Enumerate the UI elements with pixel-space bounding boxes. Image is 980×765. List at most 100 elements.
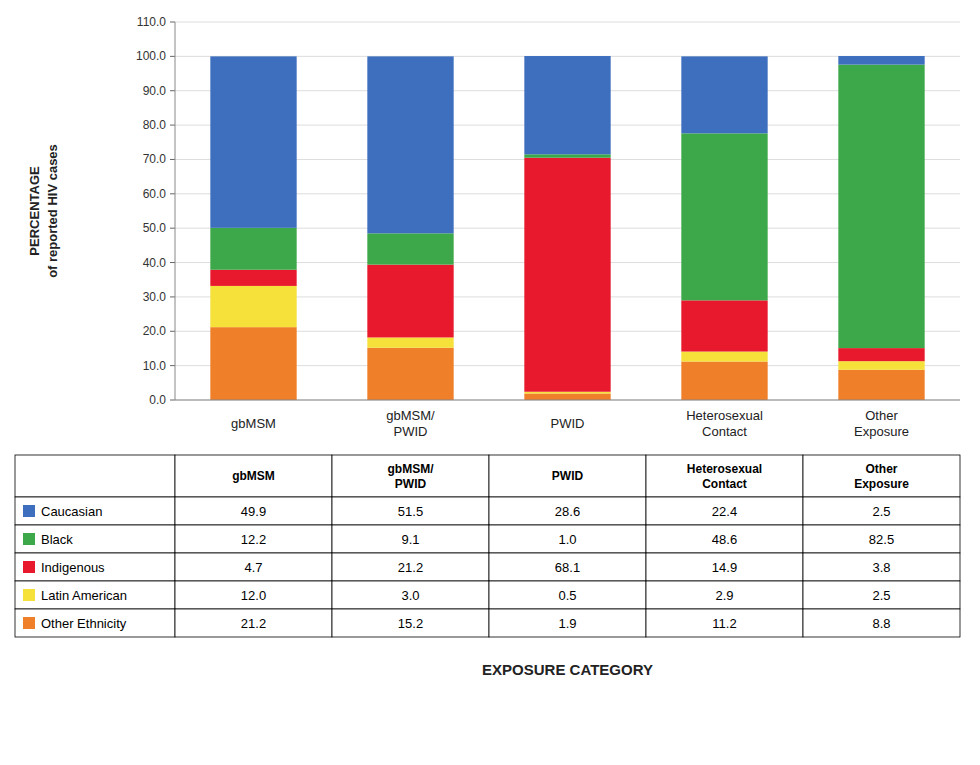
table-value: 3.0 — [401, 588, 419, 603]
tick-label: 20.0 — [143, 324, 167, 338]
tick-label: 10.0 — [143, 359, 167, 373]
legend-label: Latin American — [41, 588, 127, 603]
table-value: 49.9 — [241, 504, 266, 519]
table-value: 51.5 — [398, 504, 423, 519]
legend-label: Other Ethnicity — [41, 616, 127, 631]
tick-mark — [170, 296, 175, 297]
y-axis-line — [175, 22, 176, 400]
table-value: 3.8 — [872, 560, 890, 575]
bar-segment — [367, 337, 453, 347]
bar-segment — [367, 56, 453, 233]
table-value: 1.9 — [558, 616, 576, 631]
bar-segment — [681, 56, 767, 133]
bar-segment — [367, 348, 453, 400]
tick-mark — [170, 228, 175, 229]
bar-segment — [210, 286, 296, 327]
table-value: 28.6 — [555, 504, 580, 519]
table-value: 11.2 — [712, 616, 736, 631]
tick-label: 110.0 — [137, 15, 166, 29]
tick-label: gbMSM/PWID — [386, 408, 435, 439]
table-value: 22.4 — [712, 504, 737, 519]
tick-label: OtherExposure — [854, 408, 909, 439]
table-value: 0.5 — [558, 588, 576, 603]
table-header: PWID — [552, 469, 584, 483]
tick-mark — [170, 56, 175, 57]
bar-segment — [681, 133, 767, 300]
table-header: HeterosexualContact — [687, 462, 762, 491]
table-header: OtherExposure — [854, 462, 909, 491]
bar-segment — [524, 392, 610, 394]
bar-segment — [681, 362, 767, 400]
bar-segment — [210, 56, 296, 227]
tick-mark — [170, 365, 175, 366]
bar-segment — [210, 270, 296, 286]
tick-mark — [170, 22, 175, 23]
tick-label: PWID — [551, 416, 585, 431]
bar-segment — [681, 300, 767, 351]
bar-segment — [210, 327, 296, 400]
legend-swatch — [23, 505, 35, 517]
tick-label: 50.0 — [143, 221, 167, 235]
axis-title: EXPOSURE CATEGORY — [482, 661, 653, 678]
bar-segment — [838, 361, 924, 370]
axis-title: PERCENTAGEof reported HIV cases — [27, 144, 60, 278]
bar-segment — [838, 56, 924, 65]
legend-swatch — [23, 533, 35, 545]
y-axis: 0.010.020.030.040.050.060.070.080.090.01… — [136, 15, 960, 407]
bar-segment — [838, 370, 924, 400]
table-value: 9.1 — [401, 532, 419, 547]
tick-label: 0.0 — [149, 393, 166, 407]
tick-label: gbMSM — [231, 416, 276, 431]
table-value: 2.5 — [872, 588, 890, 603]
tick-mark — [170, 193, 175, 194]
tick-label: HeterosexualContact — [686, 408, 763, 439]
table-value: 14.9 — [712, 560, 737, 575]
data-table: gbMSM gbMSM/PWID PWID HeterosexualContact Ot… — [15, 455, 960, 637]
legend-label: Indigenous — [41, 560, 105, 575]
tick-mark — [170, 90, 175, 91]
legend-swatch — [23, 561, 35, 573]
bar-segment — [838, 65, 924, 349]
tick-label: 80.0 — [143, 118, 167, 132]
tick-mark — [170, 125, 175, 126]
tick-label: 90.0 — [143, 84, 167, 98]
x-axis-line — [175, 399, 960, 400]
legend-label: Caucasian — [41, 504, 102, 519]
table-value: 48.6 — [712, 532, 737, 547]
table-value: 15.2 — [398, 616, 423, 631]
tick-label: 70.0 — [143, 152, 167, 166]
table-value: 2.9 — [715, 588, 733, 603]
table-value: 82.5 — [869, 532, 894, 547]
tick-label: 100.0 — [136, 49, 166, 63]
bar-segment — [210, 228, 296, 270]
bar-segment — [524, 154, 610, 157]
grid-line — [175, 400, 960, 401]
table-value: 21.2 — [398, 560, 423, 575]
table-header: gbMSM/PWID — [388, 462, 435, 491]
tick-mark — [170, 331, 175, 332]
tick-mark — [170, 262, 175, 263]
table-value: 8.8 — [872, 616, 890, 631]
table-value: 12.2 — [241, 532, 266, 547]
bar-segment — [524, 56, 610, 154]
tick-label: 40.0 — [143, 256, 167, 270]
bar-segment — [524, 158, 610, 392]
bar-segment — [524, 393, 610, 400]
table-value: 21.2 — [241, 616, 266, 631]
table-value: 68.1 — [555, 560, 580, 575]
chart: 0.010.020.030.040.050.060.070.080.090.01… — [0, 0, 980, 765]
table-value: 4.7 — [244, 560, 262, 575]
bar-segment — [838, 348, 924, 361]
tick-mark — [170, 159, 175, 160]
table-value: 12.0 — [241, 588, 266, 603]
bar-segment — [367, 233, 453, 264]
legend-swatch — [23, 617, 35, 629]
bars — [210, 56, 924, 400]
tick-mark — [170, 400, 175, 401]
legend-swatch — [23, 589, 35, 601]
table-header: gbMSM — [232, 469, 275, 483]
table-value: 1.0 — [558, 532, 576, 547]
bar-segment — [367, 265, 453, 338]
grid-line — [175, 22, 960, 23]
bar-segment — [681, 352, 767, 362]
